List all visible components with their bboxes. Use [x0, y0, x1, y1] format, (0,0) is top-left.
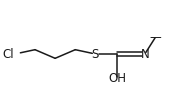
Text: S: S	[92, 48, 99, 60]
Text: OH: OH	[108, 72, 126, 85]
Text: Cl: Cl	[2, 48, 14, 60]
Text: —: —	[149, 31, 161, 44]
Text: N: N	[140, 48, 149, 60]
